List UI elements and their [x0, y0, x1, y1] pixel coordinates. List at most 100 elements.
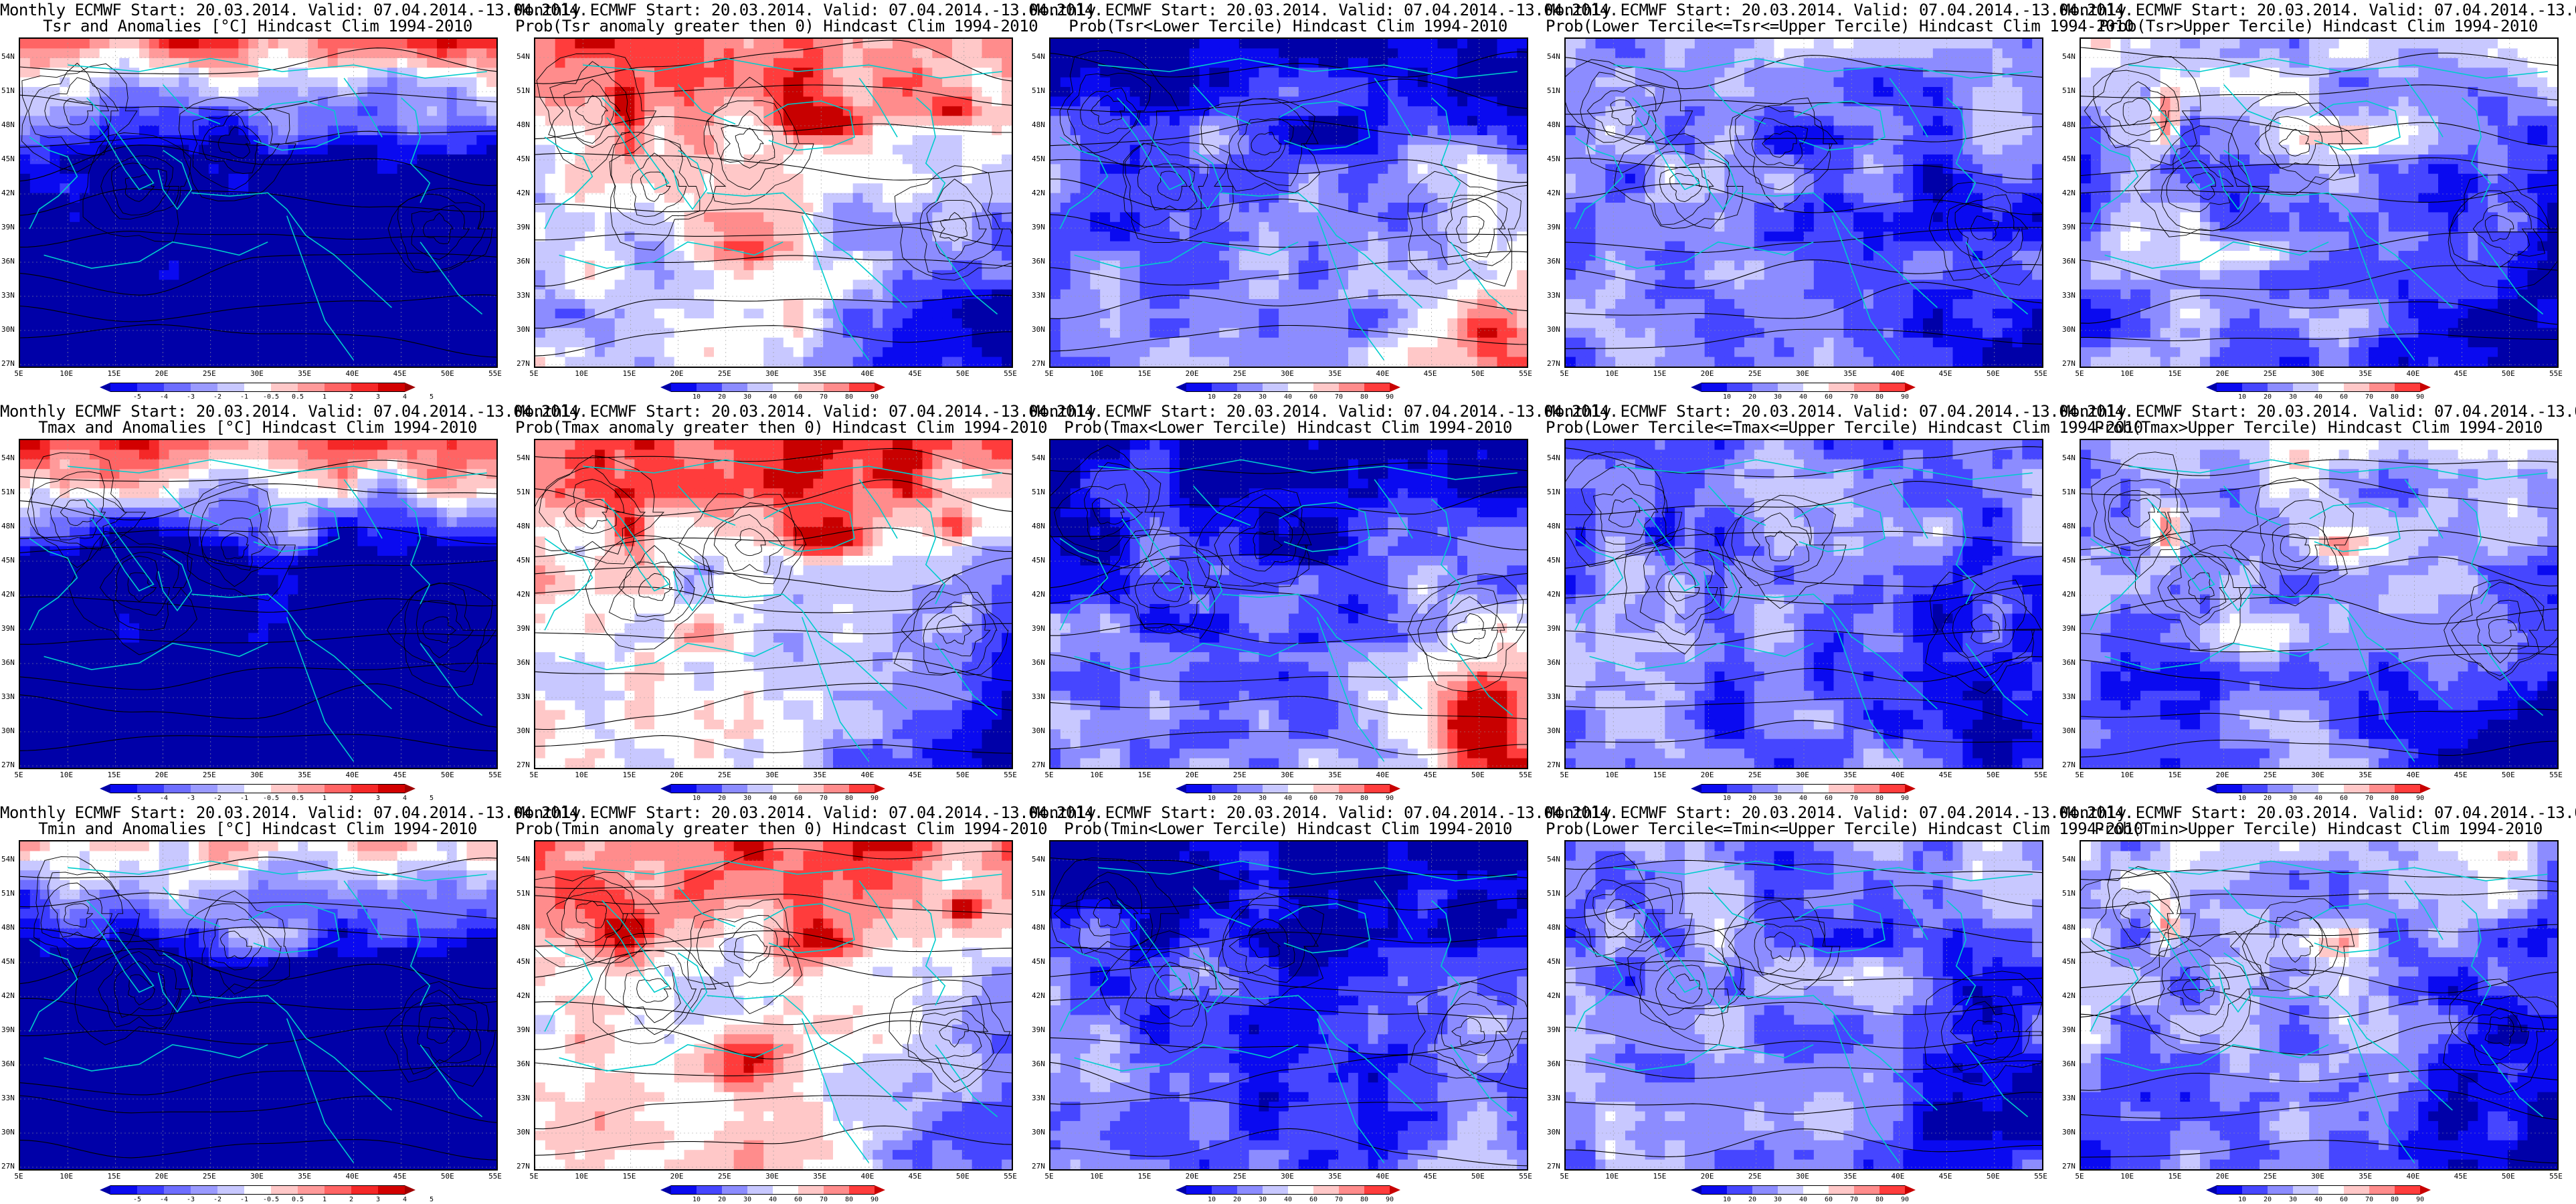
field-cell — [813, 116, 824, 126]
field-cell — [664, 106, 675, 116]
field-cell — [862, 183, 873, 194]
field-cell — [1219, 164, 1230, 175]
field-cell — [1229, 308, 1240, 319]
field-cell — [258, 48, 269, 59]
field-cell — [684, 77, 695, 88]
field-cell — [714, 328, 725, 338]
field-cell — [982, 125, 992, 136]
field-cell — [714, 193, 725, 203]
field-cell — [952, 347, 963, 358]
field-cell — [278, 280, 289, 290]
field-cell — [228, 318, 239, 328]
field-cell — [1437, 106, 1448, 116]
field-cell — [1368, 221, 1379, 232]
field-cell — [1318, 193, 1329, 203]
field-cell — [535, 289, 546, 300]
field-cell — [1249, 106, 1260, 116]
field-cell — [803, 106, 814, 116]
field-cell — [952, 116, 963, 126]
field-cell — [1388, 58, 1398, 68]
field-cell — [783, 260, 794, 271]
field-cell — [694, 183, 705, 194]
field-cell — [1467, 68, 1478, 78]
field-cell — [407, 347, 418, 358]
field-cell — [407, 308, 418, 319]
field-cell — [803, 308, 814, 319]
coastline — [191, 192, 392, 308]
field-cell — [813, 125, 824, 136]
field-cell — [1289, 289, 1299, 300]
contour-line — [20, 294, 496, 322]
field-cell — [466, 203, 477, 213]
field-cell — [1060, 299, 1071, 310]
field-cell — [347, 231, 358, 242]
field-cell — [208, 318, 219, 328]
field-cell — [595, 328, 606, 338]
field-cell — [704, 299, 715, 310]
field-cell — [852, 212, 864, 223]
colorbar-swatch — [747, 383, 773, 392]
field-cell — [1070, 328, 1081, 338]
field-cell — [803, 183, 814, 194]
field-cell — [932, 39, 943, 49]
field-cell — [1289, 144, 1299, 155]
field-cell — [1358, 106, 1369, 116]
field-cell — [1209, 337, 1220, 348]
field-cell — [793, 58, 804, 68]
field-cell — [288, 280, 298, 290]
field-cell — [456, 357, 468, 367]
longitude-label: 35E — [298, 369, 311, 378]
field-cell — [159, 212, 170, 223]
field-cell — [50, 154, 60, 165]
field-cell — [1160, 116, 1170, 126]
field-cell — [714, 173, 725, 184]
field-cell — [486, 299, 496, 310]
field-cell — [1308, 270, 1319, 280]
field-cell — [723, 289, 735, 300]
field-cell — [1308, 260, 1319, 271]
field-cell — [932, 299, 943, 310]
field-cell — [1119, 289, 1131, 300]
contour-line — [387, 187, 493, 274]
field-cell — [1388, 144, 1398, 155]
field-cell — [278, 125, 289, 136]
field-cell — [159, 164, 170, 175]
field-cell — [337, 183, 349, 194]
field-cell — [238, 106, 249, 116]
field-cell — [912, 203, 923, 213]
field-cell — [714, 203, 725, 213]
field-cell — [862, 193, 873, 203]
field-cell — [852, 337, 864, 348]
field-cell — [654, 193, 665, 203]
field-cell — [109, 231, 120, 242]
field-cell — [595, 299, 606, 310]
field-cell — [208, 173, 219, 184]
field-cell — [179, 77, 189, 88]
field-cell — [1497, 106, 1507, 116]
field-cell — [149, 144, 160, 155]
field-cell — [486, 144, 496, 155]
field-cell — [753, 299, 764, 310]
field-cell — [39, 357, 51, 367]
field-cell — [169, 154, 179, 165]
field-cell — [308, 221, 318, 232]
field-cell — [248, 280, 259, 290]
field-cell — [902, 144, 913, 155]
field-cell — [961, 39, 973, 49]
field-cell — [654, 251, 665, 262]
field-cell — [883, 96, 893, 107]
field-cell — [327, 144, 339, 155]
field-cell — [1110, 337, 1121, 348]
field-cell — [1002, 308, 1012, 319]
field-cell — [862, 260, 873, 271]
field-cell — [228, 289, 239, 300]
field-cell — [1318, 337, 1329, 348]
field-cell — [1179, 58, 1190, 68]
field-cell — [119, 116, 130, 126]
field-cell — [218, 328, 229, 338]
field-cell — [1119, 183, 1131, 194]
field-cell — [595, 318, 606, 328]
field-cell — [714, 251, 725, 262]
field-cell — [80, 77, 90, 88]
field-cell — [1447, 96, 1458, 107]
